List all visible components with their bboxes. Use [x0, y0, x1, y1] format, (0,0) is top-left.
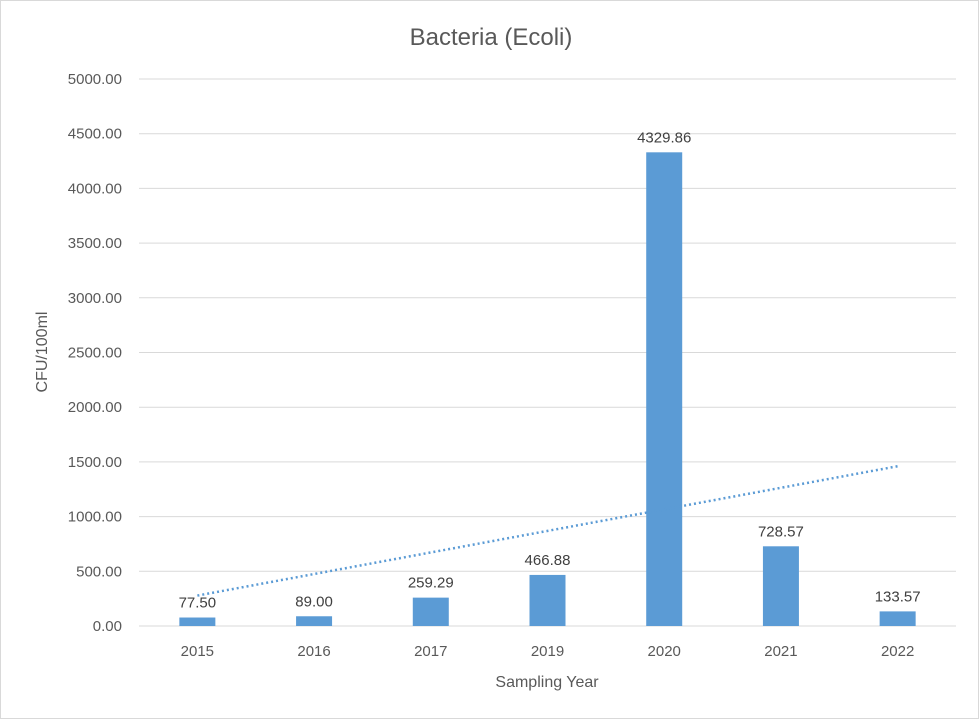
trendline	[197, 464, 898, 597]
y-tick-label: 3500.00	[68, 235, 122, 252]
trendline-group	[197, 464, 898, 597]
data-label: 466.88	[525, 552, 571, 569]
y-tick-label: 1500.00	[68, 454, 122, 471]
x-tick-label: 2022	[881, 643, 914, 660]
bar	[179, 617, 216, 626]
x-tick-label: 2017	[414, 643, 447, 660]
data-label: 89.00	[295, 593, 333, 610]
x-axis-label: Sampling Year	[495, 674, 599, 691]
y-tick-label: 5000.00	[68, 71, 122, 88]
data-label: 133.57	[875, 588, 921, 605]
y-tick-label: 1000.00	[68, 509, 122, 526]
x-tick-label: 2015	[181, 643, 214, 660]
y-tick-label: 4500.00	[68, 126, 122, 143]
data-label: 728.57	[758, 523, 804, 540]
chart-title: Bacteria (Ecoli)	[410, 24, 573, 51]
y-axis-label: CFU/100ml	[34, 312, 51, 393]
x-tick-label: 2020	[648, 643, 681, 660]
y-tick-label: 2000.00	[68, 399, 122, 416]
bars	[179, 152, 916, 627]
bar	[762, 546, 799, 626]
x-tick-label: 2019	[531, 643, 564, 660]
bar	[529, 574, 566, 626]
y-tick-label: 500.00	[76, 563, 122, 580]
y-axis-ticks: 0.00 500.00 1000.00 1500.00 2000.00 2500.00 30…	[68, 71, 122, 635]
data-label: 77.50	[179, 595, 217, 612]
x-tick-label: 2016	[297, 643, 330, 660]
bar	[296, 616, 333, 626]
y-tick-label: 4000.00	[68, 180, 122, 197]
data-labels: 77.50 89.00 259.29 466.88 4329.86 728.57 133.5…	[179, 129, 921, 611]
x-tick-label: 2021	[764, 643, 797, 660]
bar	[879, 611, 916, 626]
bar	[646, 152, 683, 627]
data-label: 4329.86	[637, 129, 691, 146]
x-axis-ticks: 2015 2016 2017 2019 2020 2021 2022	[181, 643, 915, 660]
y-tick-label: 0.00	[93, 618, 122, 635]
bar	[412, 597, 449, 626]
y-tick-label: 3000.00	[68, 290, 122, 307]
gridlines	[139, 78, 956, 627]
data-label: 259.29	[408, 575, 454, 592]
y-tick-label: 2500.00	[68, 345, 122, 362]
